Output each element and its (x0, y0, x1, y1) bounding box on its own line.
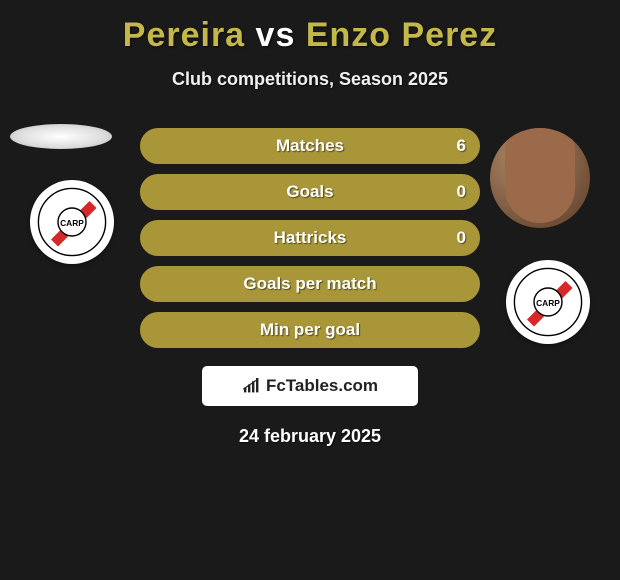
bar-chart-icon (242, 378, 262, 394)
stat-right-value: 0 (457, 228, 466, 248)
stat-label: Matches (142, 136, 478, 156)
stat-row-hattricks: Hattricks 0 (140, 220, 480, 256)
stat-label: Hattricks (142, 228, 478, 248)
title-vs: vs (256, 16, 296, 54)
stat-label: Min per goal (142, 320, 478, 340)
stat-row-matches: Matches 6 (140, 128, 480, 164)
river-plate-icon: CARP (513, 267, 583, 337)
player1-avatar (10, 124, 112, 149)
stat-right-value: 0 (457, 182, 466, 202)
stat-row-gpm: Goals per match (140, 266, 480, 302)
player1-club-badge: CARP (30, 180, 114, 264)
stat-label: Goals (142, 182, 478, 202)
river-plate-icon: CARP (37, 187, 107, 257)
player2-face (505, 128, 575, 223)
svg-text:CARP: CARP (536, 298, 560, 308)
stat-label: Goals per match (142, 274, 478, 294)
attribution-badge[interactable]: FcTables.com (202, 366, 418, 406)
svg-text:CARP: CARP (60, 218, 84, 228)
player2-name: Enzo Perez (306, 16, 497, 54)
page-title: Pereira vs Enzo Perez (0, 16, 620, 55)
stat-right-value: 6 (457, 136, 466, 156)
player2-club-badge: CARP (506, 260, 590, 344)
stat-row-goals: Goals 0 (140, 174, 480, 210)
player2-avatar (490, 128, 590, 228)
comparison-card: Pereira vs Enzo Perez Club competitions,… (0, 0, 620, 457)
snapshot-date: 24 february 2025 (0, 426, 620, 447)
player1-name: Pereira (123, 16, 245, 54)
season-subtitle: Club competitions, Season 2025 (0, 69, 620, 90)
stat-row-mpg: Min per goal (140, 312, 480, 348)
attribution-text: FcTables.com (266, 376, 378, 396)
